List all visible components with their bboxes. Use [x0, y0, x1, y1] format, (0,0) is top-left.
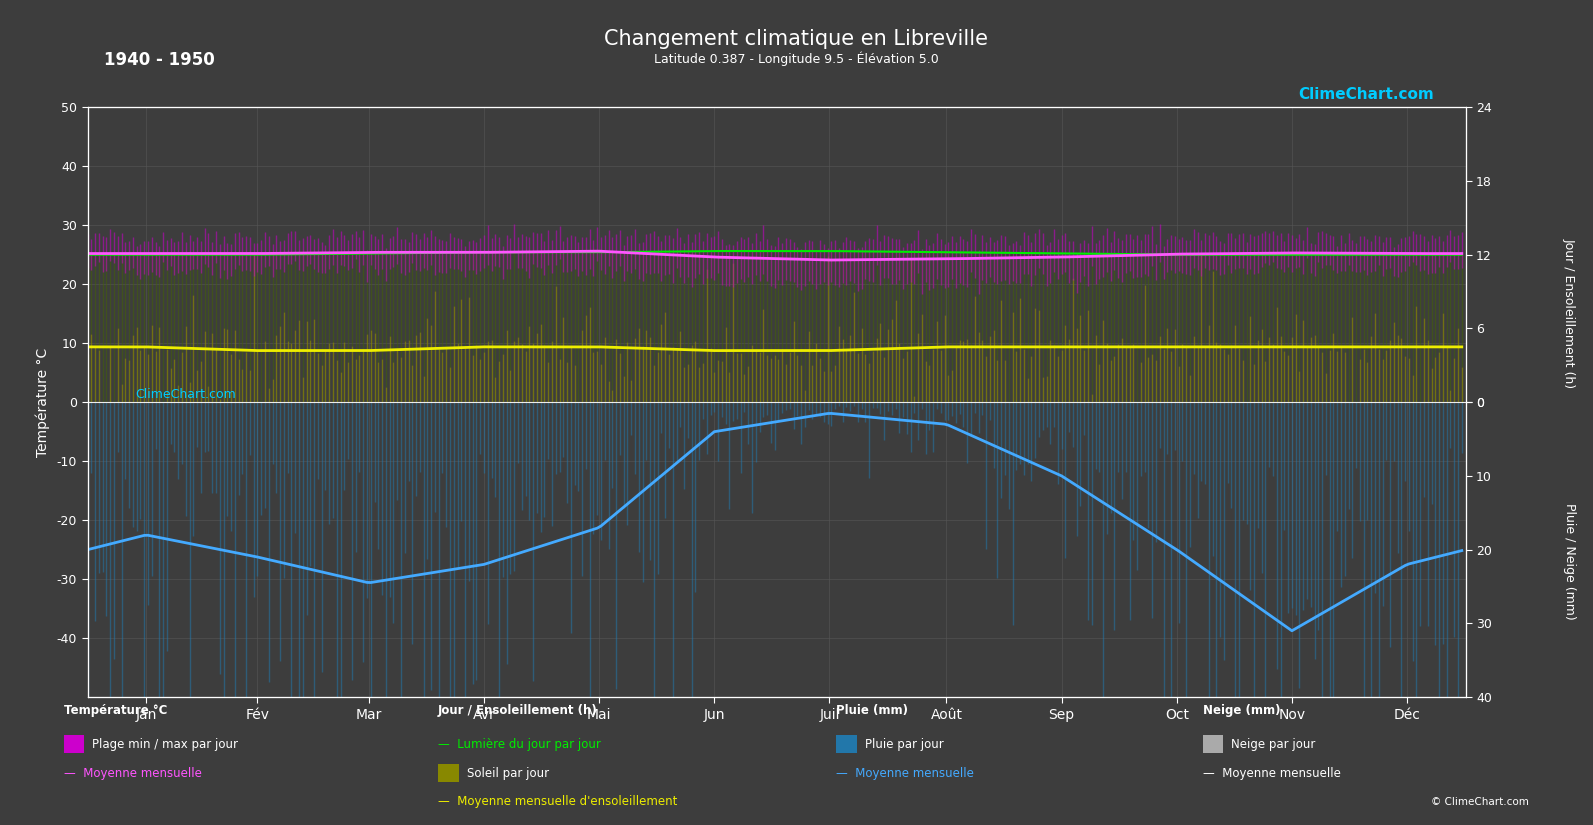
Text: —  Lumière du jour par jour: — Lumière du jour par jour: [438, 738, 601, 751]
Text: Pluie par jour: Pluie par jour: [865, 738, 943, 751]
Text: —  Moyenne mensuelle d'ensoleillement: — Moyenne mensuelle d'ensoleillement: [438, 795, 677, 808]
Text: —  Moyenne mensuelle: — Moyenne mensuelle: [1203, 766, 1341, 780]
Text: Latitude 0.387 - Longitude 9.5 - Élévation 5.0: Latitude 0.387 - Longitude 9.5 - Élévati…: [655, 51, 938, 66]
Text: —  Moyenne mensuelle: — Moyenne mensuelle: [836, 766, 975, 780]
Text: ClimeChart.com: ClimeChart.com: [1298, 87, 1434, 101]
Text: Changement climatique en Libreville: Changement climatique en Libreville: [604, 29, 989, 49]
Text: 1940 - 1950: 1940 - 1950: [104, 51, 215, 69]
Text: © ClimeChart.com: © ClimeChart.com: [1432, 797, 1529, 807]
Text: —  Moyenne mensuelle: — Moyenne mensuelle: [64, 766, 202, 780]
Text: Pluie (mm): Pluie (mm): [836, 704, 908, 717]
Text: Soleil par jour: Soleil par jour: [467, 766, 550, 780]
Text: Jour / Ensoleillement (h): Jour / Ensoleillement (h): [438, 704, 597, 717]
Text: Pluie / Neige (mm): Pluie / Neige (mm): [1563, 502, 1575, 620]
Text: Température °C: Température °C: [64, 704, 167, 717]
Text: Jour / Ensoleillement (h): Jour / Ensoleillement (h): [1563, 238, 1575, 389]
Text: Neige (mm): Neige (mm): [1203, 704, 1281, 717]
Text: ClimeChart.com: ClimeChart.com: [135, 388, 236, 401]
Text: Plage min / max par jour: Plage min / max par jour: [92, 738, 239, 751]
Text: Neige par jour: Neige par jour: [1231, 738, 1316, 751]
Y-axis label: Température °C: Température °C: [35, 347, 49, 457]
